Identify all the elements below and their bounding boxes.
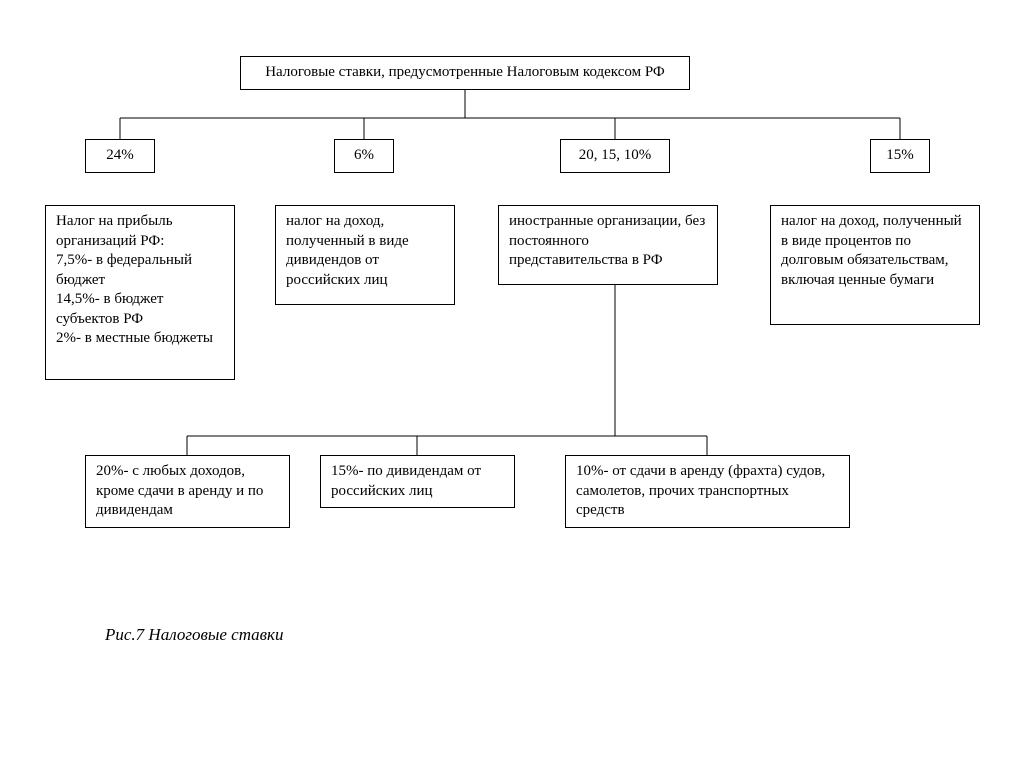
node-text: 15% — [886, 147, 914, 163]
node-text: 6% — [354, 147, 374, 163]
node-text: Налог на прибыль организаций РФ:7,5%- в … — [56, 213, 213, 346]
diagram-canvas: Налоговые ставки, предусмотренные Налого… — [0, 0, 1024, 768]
node-text: налог на доход, полученный в виде дивиде… — [286, 213, 409, 288]
caption-text: Рис.7 Налоговые ставки — [105, 625, 284, 644]
node-sub-15: 15%- по дивидендам от российских лиц — [320, 455, 515, 508]
node-text: Налоговые ставки, предусмотренные Налого… — [265, 64, 665, 80]
node-text: 10%- от сдачи в аренду (фрахта) судов, с… — [576, 463, 825, 518]
node-sub-20: 20%- с любых доходов, кроме сдачи в арен… — [85, 455, 290, 528]
node-sub-10: 10%- от сдачи в аренду (фрахта) судов, с… — [565, 455, 850, 528]
node-desc-15: налог на доход, полученный в виде процен… — [770, 205, 980, 325]
node-text: 20%- с любых доходов, кроме сдачи в арен… — [96, 463, 263, 518]
node-desc-24: Налог на прибыль организаций РФ:7,5%- в … — [45, 205, 235, 380]
node-rate-mix: 20, 15, 10% — [560, 139, 670, 173]
node-text: иностранные организации, без постоянного… — [509, 213, 705, 268]
node-desc-6: налог на доход, полученный в виде дивиде… — [275, 205, 455, 305]
figure-caption: Рис.7 Налоговые ставки — [105, 625, 284, 645]
node-text: 20, 15, 10% — [579, 147, 652, 163]
node-rate-6: 6% — [334, 139, 394, 173]
node-text: 15%- по дивидендам от российских лиц — [331, 463, 481, 499]
node-rate-15: 15% — [870, 139, 930, 173]
connector-lines — [0, 0, 1024, 768]
node-text: налог на доход, полученный в виде процен… — [781, 213, 962, 288]
node-text: 24% — [106, 147, 134, 163]
node-root: Налоговые ставки, предусмотренные Налого… — [240, 56, 690, 90]
node-desc-mix: иностранные организации, без постоянного… — [498, 205, 718, 285]
node-rate-24: 24% — [85, 139, 155, 173]
